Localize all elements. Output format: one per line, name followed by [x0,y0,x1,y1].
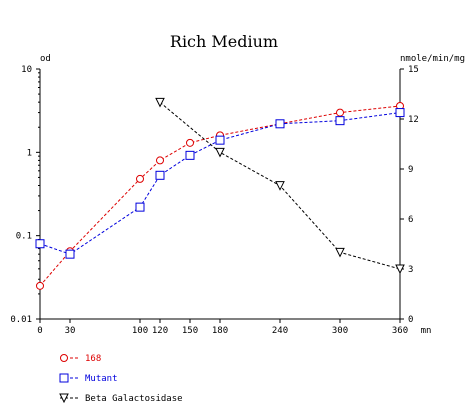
axes: 0 30 100 120 150 180 240 300 360 mn 0.01 0.1 1 10 od 0 3… [10,54,465,336]
x-tick-label: 240 [272,326,288,336]
yright-tick-label: 12 [408,115,419,125]
series-line [39,112,401,255]
x-tick-label: 100 [132,326,148,336]
yleft-tick-label: 1 [27,148,32,158]
data-point-circle [60,354,68,362]
yright-tick-label: 0 [408,315,413,325]
data-point-square [59,373,69,383]
data-point-circle [336,108,344,117]
yleft-tick-label: 0.01 [10,315,32,325]
data-point-square [155,170,165,180]
data-point-square [135,202,145,212]
yleft-tick-label: 10 [21,65,32,75]
yleft-axis-label: od [40,54,51,64]
yright-tick-label: 3 [408,265,413,275]
series-line [39,105,401,287]
series-layer [35,97,405,290]
data-point-triangle [155,97,165,108]
series-mutant [35,108,405,259]
series-168 [36,101,404,290]
yright-tick-label: 15 [408,65,419,75]
yleft-tick-label: 0.1 [16,232,32,242]
data-point-triangle [335,247,345,258]
data-point-square [185,150,195,160]
x-tick-label: 360 [392,326,408,336]
x-tick-label: 30 [65,326,76,336]
data-point-square [65,249,75,259]
data-point-circle [156,156,164,165]
legend-item: Beta Galactosidase [59,393,183,404]
data-point-square [35,239,45,249]
yright-axis-label: nmole/min/mg [400,54,465,64]
series-beta-galactosidase [155,97,405,275]
x-tick-label: 0 [37,326,42,336]
data-point-square [335,116,345,126]
data-point-triangle [275,181,285,191]
x-tick-label: 300 [332,326,348,336]
data-point-triangle [59,393,69,404]
data-point-square [215,135,225,145]
data-point-circle [136,174,144,183]
legend-label: Beta Galactosidase [85,394,183,404]
data-point-triangle [395,264,405,275]
data-point-circle [36,281,44,290]
data-point-square [275,119,285,129]
legend-label: Mutant [85,374,118,384]
data-point-circle [186,138,194,147]
yright-tick-label: 6 [408,215,413,225]
x-tick-label: 150 [182,326,198,336]
legend: 168 Mutant Beta Galactosidase [59,354,183,404]
legend-item: 168 [60,354,101,364]
data-point-triangle [215,147,225,158]
data-point-square [395,108,405,118]
chart-title: Rich Medium [170,32,278,51]
yright-tick-label: 9 [408,165,413,175]
x-axis-label: mn [421,326,432,336]
x-tick-label: 180 [212,326,228,336]
legend-label: 168 [85,354,101,364]
x-tick-label: 120 [152,326,168,336]
legend-item: Mutant [59,373,118,384]
